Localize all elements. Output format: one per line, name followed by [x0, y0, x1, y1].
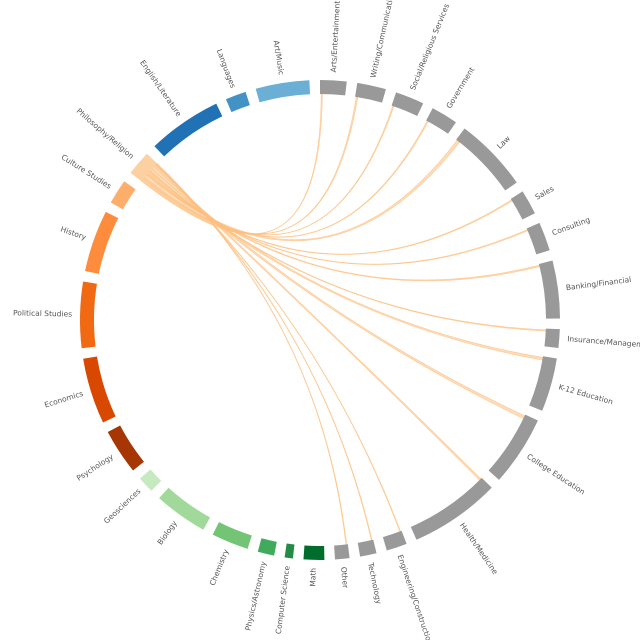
- arc-label: Geosciences: [102, 487, 143, 526]
- ribbon: [156, 162, 348, 545]
- arc-label: K-12 Education: [558, 382, 615, 406]
- arc: [382, 530, 407, 551]
- arc: [85, 211, 119, 274]
- arc: [212, 522, 252, 549]
- arc: [526, 222, 550, 255]
- arc-label: Arts/Entertainment: [329, 0, 342, 72]
- arc-label: Health/Medicine: [458, 521, 500, 576]
- arc-label: Psychology: [75, 452, 116, 483]
- arc-label: Consulting: [551, 215, 592, 237]
- arc-label: Government: [444, 65, 476, 110]
- arc: [488, 414, 538, 480]
- arc: [357, 539, 377, 557]
- arc-label: Banking/Financial: [565, 275, 631, 292]
- ribbon: [141, 96, 359, 235]
- arc-label: Sales: [534, 184, 556, 202]
- arc-label: Law: [495, 134, 512, 151]
- arc-label: Technology: [366, 561, 384, 605]
- arc-label: Insurance/Management: [567, 334, 640, 350]
- arc-label: History: [59, 225, 88, 242]
- ribbon: [144, 139, 461, 242]
- arc: [225, 91, 250, 113]
- arc: [510, 191, 535, 220]
- arc: [529, 356, 557, 411]
- arc-label: Physics/Astronomy: [243, 560, 268, 632]
- ribbon: [154, 164, 401, 532]
- arc: [303, 545, 325, 561]
- arc: [110, 181, 136, 210]
- arc-label: Biology: [155, 518, 179, 546]
- arc-label: Engineering/Construction: [396, 553, 435, 640]
- arc: [284, 543, 295, 559]
- arc-label: Chemistry: [208, 547, 231, 586]
- arc: [538, 260, 560, 319]
- ribbon: [155, 163, 373, 541]
- arc-label: Political Studies: [13, 308, 72, 318]
- arc: [255, 80, 310, 103]
- arc-label: Other: [339, 566, 350, 589]
- ribbon: [143, 120, 429, 238]
- arc-label: English/Literature: [138, 58, 183, 118]
- arc-label: Computer Science: [274, 565, 292, 635]
- ribbon: [149, 168, 544, 361]
- arc-label: Languages: [215, 48, 238, 90]
- arc-label: Economics: [43, 389, 84, 410]
- arc: [456, 128, 517, 191]
- arc: [154, 103, 223, 157]
- arc: [410, 477, 492, 540]
- arc: [334, 544, 350, 560]
- arc: [320, 80, 347, 96]
- arc-label: Philosophy/Religion: [75, 106, 136, 161]
- arc: [426, 108, 456, 134]
- ribbon: [147, 171, 540, 282]
- arc-label: Art/Music: [272, 40, 286, 76]
- arc: [159, 487, 211, 530]
- arc-label: Social/Religious Services: [408, 2, 451, 91]
- arc: [80, 281, 97, 349]
- arc: [139, 469, 162, 491]
- arc-label: Writing/Communication: [369, 0, 397, 79]
- arc: [391, 92, 424, 116]
- arc: [355, 82, 386, 103]
- arc-label: Math: [308, 568, 317, 587]
- arc: [83, 356, 116, 423]
- arc: [107, 425, 144, 471]
- ribbon: [141, 93, 323, 235]
- arc-label: College Education: [525, 452, 587, 497]
- arc: [544, 328, 560, 348]
- arc: [257, 538, 277, 556]
- arc-label: Culture Studies: [60, 152, 113, 190]
- arc: [130, 153, 158, 182]
